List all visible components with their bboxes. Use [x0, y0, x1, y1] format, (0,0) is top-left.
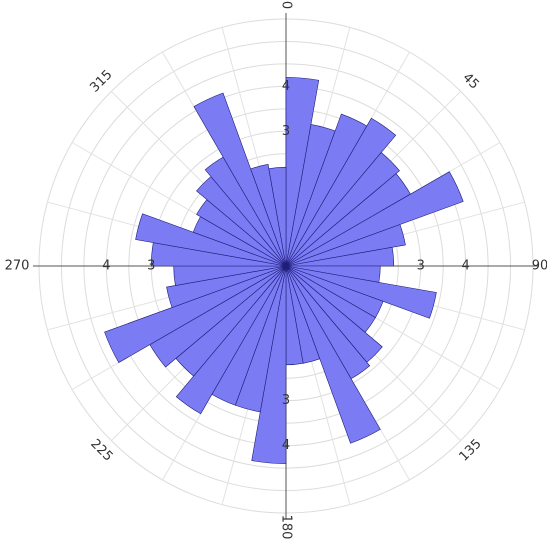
angle-label-45: 45 [459, 70, 481, 92]
radial-tick-labels: 4 4 4 4 3 3 3 3 [102, 79, 470, 453]
radial-tick-left-3: 3 [147, 259, 155, 274]
rose-bar-30 [285, 117, 397, 267]
rose-bar-240 [104, 265, 287, 363]
radial-tick-top-4: 4 [282, 79, 290, 94]
rose-bar-280 [135, 213, 287, 267]
rose-bar-80 [285, 246, 395, 267]
radial-tick-left-4: 4 [102, 259, 110, 274]
rose-bar-210 [175, 265, 287, 415]
rose-bar-70 [285, 224, 406, 267]
radial-tick-right-4: 4 [461, 259, 469, 274]
radial-tick-right-3: 3 [417, 259, 425, 274]
rose-bar-350 [268, 166, 287, 267]
rose-bar-150 [285, 265, 381, 444]
radial-tick-bottom-4: 4 [282, 438, 290, 453]
rose-bar-60 [285, 171, 464, 267]
angle-label-90: 90 [532, 259, 547, 274]
rose-bar-340 [250, 163, 287, 267]
angle-label-180: 180 [279, 515, 294, 540]
rose-bar-250 [166, 265, 287, 308]
rose-bar-100 [285, 265, 437, 319]
angle-label-270: 270 [5, 259, 30, 274]
radial-tick-bottom-3: 3 [282, 393, 290, 408]
radial-tick-top-3: 3 [282, 124, 290, 139]
rose-bars [104, 77, 464, 464]
angle-label-0: 0 [279, 1, 294, 9]
rose-bar-40 [285, 152, 400, 267]
rose-bar-330 [193, 92, 287, 267]
